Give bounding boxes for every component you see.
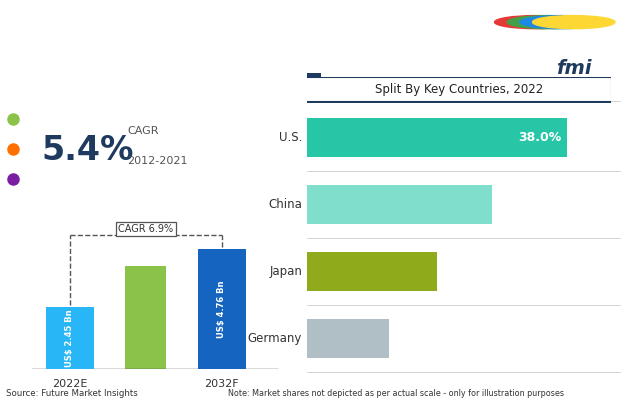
Text: fmi: fmi (556, 59, 592, 78)
Text: Tomography Market Analysis 2022-2032: Tomography Market Analysis 2022-2032 (13, 71, 327, 85)
Bar (307, 185, 492, 224)
Text: US$ 2.45 Bn: US$ 2.45 Bn (65, 309, 74, 367)
Text: 5.4%: 5.4% (42, 134, 134, 167)
FancyBboxPatch shape (517, 39, 631, 96)
Text: Split By Key Countries, 2022: Split By Key Countries, 2022 (375, 83, 543, 96)
Text: Germany: Germany (248, 332, 302, 345)
FancyBboxPatch shape (304, 77, 612, 102)
Text: 2012-2021: 2012-2021 (127, 156, 188, 166)
Bar (307, 118, 567, 157)
Bar (307, 73, 321, 78)
Text: Global Single-Photon Emission Computed: Global Single-Photon Emission Computed (13, 28, 336, 42)
Text: 38.0%: 38.0% (518, 131, 561, 144)
Text: 2032F: 2032F (205, 379, 239, 389)
Text: CAGR: CAGR (127, 126, 159, 136)
Text: Future Market Insights: Future Market Insights (547, 88, 601, 93)
Text: China: China (268, 198, 302, 211)
Bar (307, 319, 389, 357)
Circle shape (495, 16, 577, 28)
Bar (198, 249, 246, 369)
Text: 2022E: 2022E (52, 379, 87, 389)
Circle shape (533, 16, 615, 28)
Text: US$ 4.76 Bn: US$ 4.76 Bn (217, 280, 226, 338)
Bar (46, 307, 94, 369)
Bar (126, 266, 166, 369)
Text: U.S.: U.S. (279, 131, 302, 144)
Text: Japan: Japan (269, 265, 302, 278)
Bar (307, 252, 437, 291)
Text: Source: Future Market Insights: Source: Future Market Insights (6, 389, 138, 398)
Text: Note: Market shares not depicted as per actual scale - only for illustration pur: Note: Market shares not depicted as per … (228, 389, 564, 398)
Text: CAGR 6.9%: CAGR 6.9% (119, 224, 173, 234)
Circle shape (520, 16, 602, 28)
Circle shape (507, 16, 590, 28)
